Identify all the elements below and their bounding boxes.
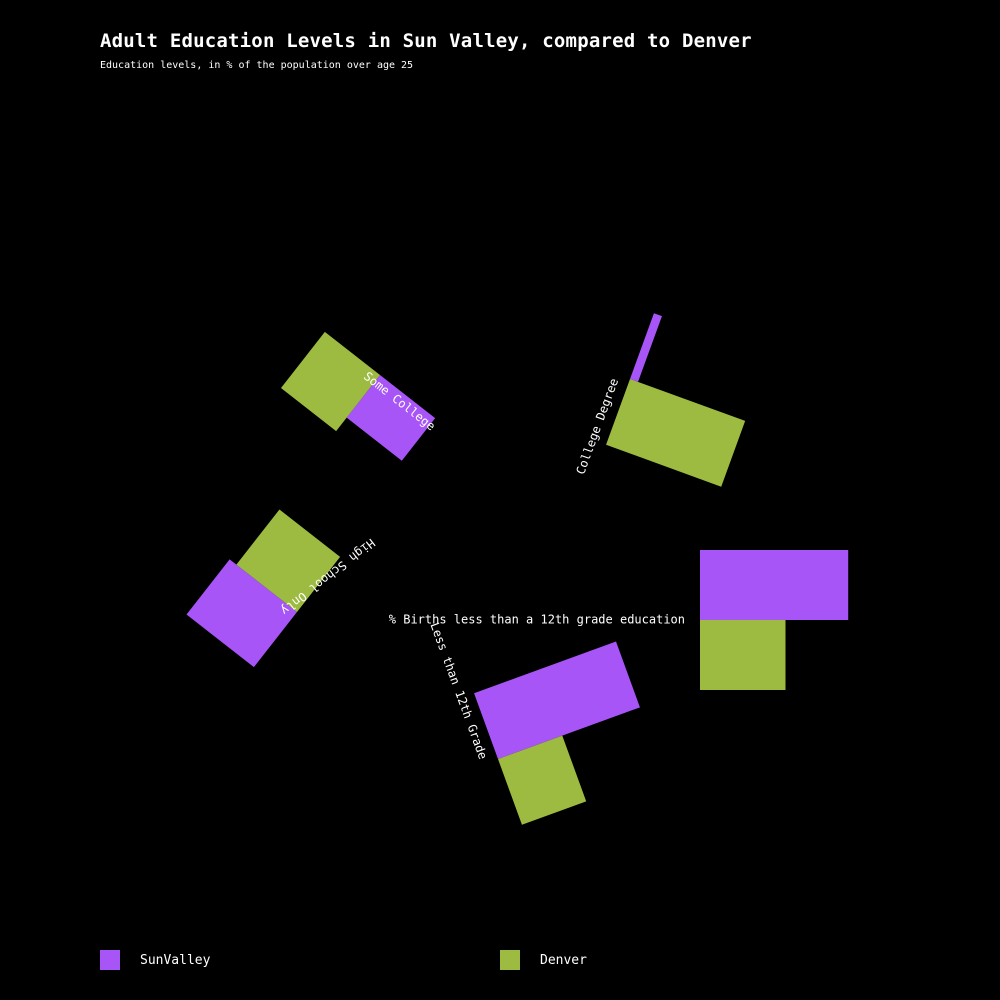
legend-swatch-denver <box>500 950 520 970</box>
bar-sunvalley-births-less-than-a-12th-grade-education <box>700 550 849 620</box>
bar-group-less-than-12th-grade <box>474 641 640 825</box>
legend-swatch-sunvalley <box>100 950 120 970</box>
bar-group-births-less-than-a-12th-grade-education <box>700 550 849 690</box>
legend-item-denver: Denver <box>500 950 587 970</box>
bar-group-college-degree <box>606 313 746 487</box>
bar-sunvalley-less-than-12th-grade <box>474 641 640 759</box>
bar-denver-high-school-only <box>236 509 341 612</box>
bar-denver-births-less-than-a-12th-grade-education <box>700 620 786 690</box>
chart-title: Adult Education Levels in Sun Valley, co… <box>100 30 752 52</box>
bar-sunvalley-some-college <box>346 375 436 461</box>
bar-denver-college-degree <box>606 379 746 487</box>
bar-denver-some-college <box>280 331 380 432</box>
bar-group-some-college <box>280 331 436 461</box>
bar-sunvalley-high-school-only <box>186 559 297 668</box>
legend-item-sunvalley: SunValley <box>100 950 210 970</box>
legend-label-sunvalley: SunValley <box>140 952 211 968</box>
bar-group-high-school-only <box>186 509 341 668</box>
legend-label-denver: Denver <box>540 952 587 968</box>
chart-subtitle: Education levels, in % of the population… <box>100 60 414 71</box>
category-label-births-less-than-a-12th-grade-education: % Births less than a 12th grade educatio… <box>389 613 685 627</box>
bar-denver-less-than-12th-grade <box>498 735 587 825</box>
bar-sunvalley-college-degree <box>630 313 662 382</box>
